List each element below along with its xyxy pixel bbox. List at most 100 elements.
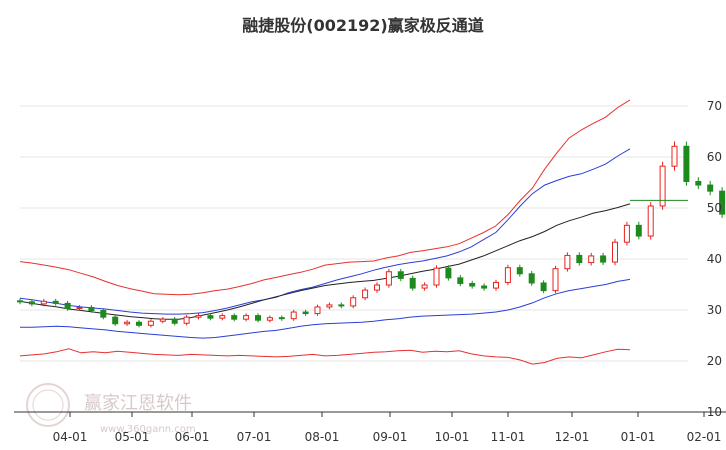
candle — [40, 298, 47, 307]
candle — [385, 268, 392, 288]
candle-body — [326, 304, 333, 308]
candle-body — [707, 184, 714, 192]
candle-body — [243, 315, 250, 320]
candle — [552, 265, 559, 294]
candle — [362, 287, 369, 301]
candle-body — [540, 282, 547, 292]
channel-line-outer-lower — [19, 348, 631, 365]
candle-body — [183, 316, 190, 324]
candle-body — [88, 306, 95, 312]
y-tick-label: 40 — [707, 252, 722, 266]
candles — [17, 141, 726, 328]
candle-body — [136, 321, 142, 326]
candle — [266, 315, 273, 323]
candle-body — [504, 267, 511, 283]
candle — [28, 299, 35, 307]
candle-body — [278, 317, 285, 320]
x-tick-label: 06-01 — [175, 430, 210, 444]
channel-line-inner-lower — [20, 278, 631, 339]
x-tick-label: 02-01 — [687, 430, 722, 444]
candle — [290, 309, 297, 321]
candle — [516, 264, 523, 277]
candle-body — [612, 241, 618, 263]
candle-body — [516, 267, 523, 275]
x-tick-label: 01-01 — [621, 430, 656, 444]
candle — [588, 252, 595, 266]
candle — [719, 187, 726, 218]
x-tick-label: 08-01 — [305, 430, 340, 444]
candle-body — [76, 306, 83, 309]
candle — [469, 280, 476, 289]
candle — [397, 268, 404, 282]
watermark-logo: 赢家江恩软件 www.360gann.com — [26, 383, 196, 435]
candle-body — [671, 145, 678, 167]
candle — [457, 275, 464, 287]
candle — [195, 313, 202, 320]
candle-body — [28, 301, 35, 305]
candle-body — [207, 315, 214, 319]
candle — [647, 202, 654, 240]
candle-body — [338, 304, 345, 307]
channel-lines — [19, 99, 631, 365]
svg-text:赢家江恩软件: 赢家江恩软件 — [84, 392, 192, 414]
candle-body — [100, 310, 107, 318]
y-tick-label: 70 — [707, 99, 722, 113]
candle-body — [52, 300, 59, 304]
candle — [612, 238, 618, 266]
candle-body — [302, 311, 309, 315]
candle-body — [600, 255, 607, 263]
candle-body — [635, 224, 642, 237]
candle — [124, 320, 131, 326]
candle-body — [40, 300, 47, 305]
candle — [231, 313, 238, 322]
candle — [147, 319, 154, 328]
candle-body — [314, 306, 321, 315]
candle-body — [385, 271, 392, 286]
channel-line-middle — [19, 203, 631, 320]
candle — [338, 302, 345, 309]
candle-body — [112, 316, 119, 325]
candle-body — [469, 282, 476, 287]
candle — [671, 141, 678, 171]
candle — [421, 282, 428, 291]
candle-body — [588, 255, 595, 264]
candle — [683, 141, 690, 186]
candle-body — [576, 254, 583, 264]
candle — [528, 270, 535, 286]
y-tick-label: 30 — [707, 303, 722, 317]
candle — [219, 313, 226, 321]
candle — [493, 279, 499, 291]
candle — [314, 304, 321, 316]
svg-text:www.360gann.com: www.360gann.com — [100, 424, 196, 435]
candle — [504, 264, 511, 286]
candle — [76, 305, 83, 311]
candle — [64, 300, 71, 311]
candle — [481, 283, 488, 291]
candle — [350, 295, 357, 309]
candle-body — [445, 267, 452, 279]
x-tick-label: 09-01 — [373, 430, 408, 444]
candle — [302, 309, 309, 316]
channel-line-inner-upper — [19, 148, 631, 315]
candle-body — [64, 302, 71, 309]
channel-line-outer-upper — [19, 99, 631, 296]
candle-body — [647, 205, 654, 237]
x-tick-label: 07-01 — [237, 430, 272, 444]
candle-body — [362, 289, 369, 299]
y-tick-label: 60 — [707, 150, 722, 164]
candle-body — [659, 165, 666, 207]
candle-body — [266, 317, 273, 321]
candle — [52, 298, 59, 306]
candle — [17, 298, 23, 305]
candle-body — [683, 145, 690, 182]
candle-body — [231, 315, 238, 320]
candle — [433, 265, 440, 288]
candle-body — [719, 190, 726, 215]
candle — [255, 313, 261, 323]
x-tick-label: 12-01 — [555, 430, 590, 444]
candle — [100, 308, 107, 320]
y-tick-label: 20 — [707, 354, 722, 368]
x-tick-label: 05-01 — [115, 430, 150, 444]
candle-body — [147, 320, 154, 326]
candle-body — [350, 297, 357, 307]
